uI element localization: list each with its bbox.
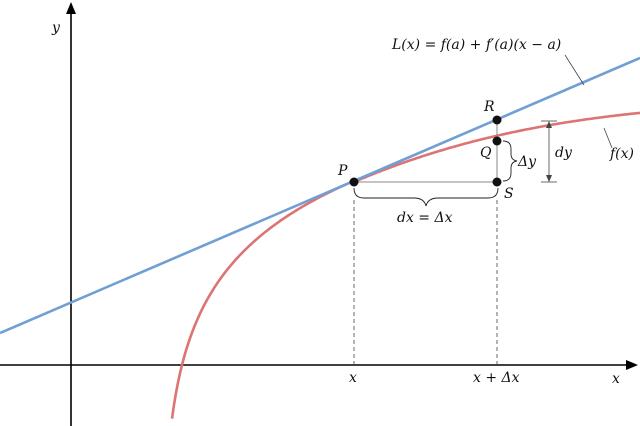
label-delta-y: Δy xyxy=(517,154,537,170)
tangent-line xyxy=(0,56,640,335)
point-S xyxy=(492,177,502,187)
dy-arrow-down-icon xyxy=(546,175,552,182)
function-curve xyxy=(170,111,640,419)
label-S: S xyxy=(504,186,514,202)
point-R xyxy=(492,115,502,125)
tick-label-x: x xyxy=(349,370,357,386)
curve-label-leader xyxy=(603,127,613,149)
y-axis-label: y xyxy=(51,20,61,36)
label-R: R xyxy=(483,99,495,115)
label-Q: Q xyxy=(480,145,492,161)
tick-label-x-plus-dx: x + Δx xyxy=(473,370,520,386)
label-dx: dx = Δx xyxy=(397,210,453,226)
label-P: P xyxy=(337,163,348,179)
dx-brace xyxy=(353,187,499,207)
dy-arrow-up-icon xyxy=(546,121,552,128)
y-axis-arrow-icon xyxy=(66,2,76,14)
x-axis-label: x xyxy=(612,371,620,387)
curve-label: f(x) xyxy=(609,146,634,162)
tangent-label-leader xyxy=(564,54,585,86)
label-dy: dy xyxy=(555,145,573,161)
tangent-label: L(x) = f(a) + f′(a)(x − a) xyxy=(391,37,561,53)
point-P xyxy=(349,177,359,187)
x-axis-arrow-icon xyxy=(626,360,638,370)
delta-y-brace xyxy=(502,140,518,182)
point-Q xyxy=(492,136,502,146)
